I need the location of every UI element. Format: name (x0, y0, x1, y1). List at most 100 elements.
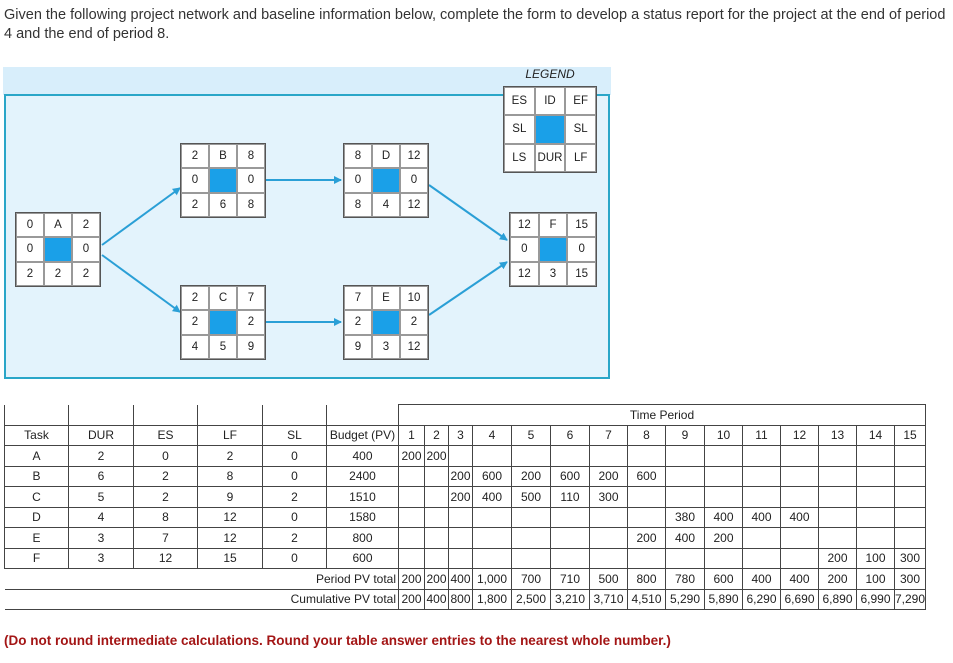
cell-es: 12 (133, 547, 198, 569)
cell-period (589, 527, 628, 549)
node-f-id: F (538, 213, 568, 238)
legend-title: LEGEND (525, 67, 575, 81)
node-d-center (372, 168, 400, 193)
cell-period (856, 527, 895, 549)
cell-period (424, 506, 449, 528)
period-header: 2 (424, 424, 449, 446)
header-row: Task DUR ES LF SL Budget (PV) 1 2 3 4 5 6 7 8 9 10 11 12 1… (4, 424, 927, 446)
node-f-dur: 3 (538, 261, 568, 286)
cell-dur: 4 (68, 506, 134, 528)
node-c-id: C (209, 286, 237, 311)
arrow-d-f (428, 184, 508, 241)
cell-period (627, 486, 666, 508)
period-header: 5 (511, 424, 551, 446)
cell-lf: 12 (197, 506, 263, 528)
cell-period: 500 (511, 486, 551, 508)
period-total-cell: 710 (550, 568, 590, 590)
cell-dur: 5 (68, 486, 134, 508)
table-row: C 5 2 9 2 1510 200 400 500 110 300 (4, 486, 927, 508)
node-c-sl-right: 2 (237, 310, 265, 335)
cell-period (665, 465, 705, 487)
cell-dur: 6 (68, 465, 134, 487)
cell-period (550, 527, 590, 549)
node-a-lf: 2 (72, 261, 100, 286)
node-d: 8 D 12 0 0 8 4 12 (343, 143, 429, 218)
cell-period (742, 486, 781, 508)
cell-sl: 0 (262, 445, 327, 467)
cell-period (780, 527, 819, 549)
column-header: DUR (68, 424, 134, 446)
node-a-ls: 2 (16, 261, 44, 286)
node-f-es: 12 (510, 213, 539, 238)
node-c-ef: 7 (237, 286, 265, 311)
cell-period (780, 547, 819, 569)
cell-pv: 1580 (326, 506, 399, 528)
period-header: 13 (818, 424, 857, 446)
period-total-label: Period PV total (4, 568, 399, 590)
cell-period (742, 547, 781, 569)
cell-period (893, 486, 927, 508)
cell-period (472, 547, 512, 569)
cell-period (398, 465, 425, 487)
cell-period: 380 (665, 506, 705, 528)
arrow-e-f (428, 261, 508, 316)
node-b-lf: 8 (237, 192, 265, 217)
period-header: 4 (472, 424, 512, 446)
cell-period (818, 465, 857, 487)
cumulative-total-cell: 2,500 (511, 588, 551, 610)
node-e-es: 7 (344, 286, 372, 311)
arrow-a-c (101, 254, 181, 313)
cumulative-total-cell: 7,290 (893, 588, 927, 610)
period-total-cell: 200 (424, 568, 449, 590)
period-header: 10 (704, 424, 743, 446)
cumulative-total-cell: 3,210 (550, 588, 590, 610)
period-header: 9 (665, 424, 705, 446)
node-e-id: E (372, 286, 400, 311)
period-total-cell: 800 (627, 568, 666, 590)
table-row: A 2 0 2 0 400 200 200 (4, 445, 927, 467)
cell-period (780, 486, 819, 508)
legend-sl-right: SL (565, 115, 596, 144)
table-row: E 3 7 12 2 800 200 400 200 (4, 527, 927, 549)
node-c: 2 C 7 2 2 4 5 9 (180, 285, 266, 360)
node-c-dur: 5 (209, 334, 237, 359)
cell-period: 100 (856, 547, 895, 569)
period-total-cell: 400 (448, 568, 473, 590)
period-header: 8 (627, 424, 666, 446)
cell-period: 200 (448, 486, 473, 508)
node-c-es: 2 (181, 286, 209, 311)
cumulative-total-cell: 400 (424, 588, 449, 610)
cell-period: 200 (627, 527, 666, 549)
node-b: 2 B 8 0 0 2 6 8 (180, 143, 266, 218)
period-total-cell: 200 (818, 568, 857, 590)
cell-period (550, 506, 590, 528)
node-f-ls: 12 (510, 261, 539, 286)
node-a-id: A (44, 213, 72, 238)
cell-sl: 0 (262, 547, 327, 569)
node-a-center (44, 237, 72, 262)
arrow-a-b (101, 187, 181, 246)
cell-period (665, 547, 705, 569)
network-diagram (3, 67, 611, 379)
period-header: 12 (780, 424, 819, 446)
cell-period (780, 445, 819, 467)
node-d-dur: 4 (372, 192, 400, 217)
cell-lf: 8 (197, 465, 263, 487)
cell-period: 300 (589, 486, 628, 508)
node-a-ef: 2 (72, 213, 100, 238)
period-total-cell: 400 (780, 568, 819, 590)
node-b-sl-left: 0 (181, 168, 209, 193)
cell-pv: 600 (326, 547, 399, 569)
period-total-row: Period PV total 200 200 400 1,000 700 710 500 8… (4, 568, 927, 590)
table-body: A 2 0 2 0 400 200 200 B 6 2 8 0 2400 200 600 200 600 200 60… (4, 445, 927, 569)
node-e-center (372, 310, 400, 335)
cell-period: 600 (627, 465, 666, 487)
cumulative-total-cell: 5,290 (665, 588, 705, 610)
cell-period (448, 445, 473, 467)
node-e-ls: 9 (344, 334, 372, 359)
cell-period (627, 506, 666, 528)
node-c-ls: 4 (181, 334, 209, 359)
cell-period: 400 (704, 506, 743, 528)
cell-period (893, 465, 927, 487)
cell-period (550, 445, 590, 467)
